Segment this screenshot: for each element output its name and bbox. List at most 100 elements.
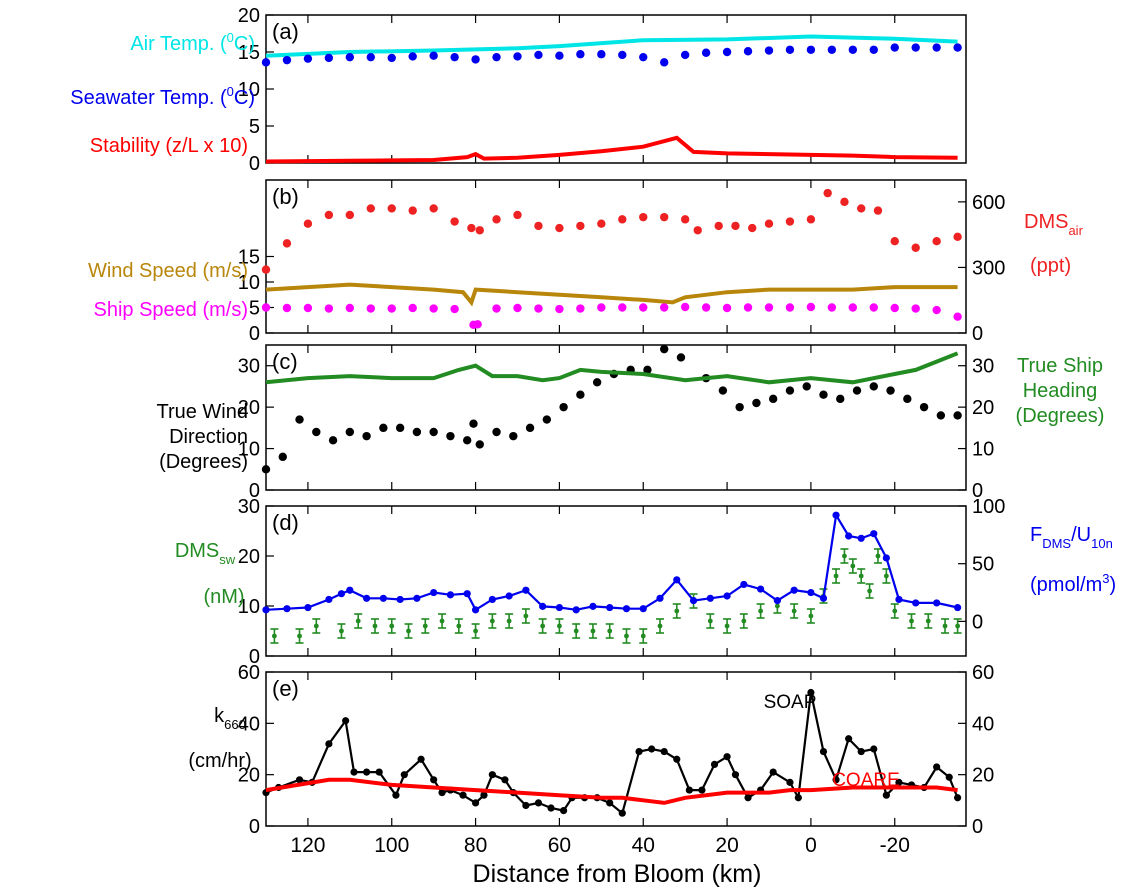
- series-f-dms-u-10n-pmol-m-3-point: [845, 532, 853, 540]
- series-soap-point: [685, 786, 693, 794]
- air-temp-label: Air Temp. (0C): [130, 30, 255, 55]
- series-soap-point: [534, 799, 543, 807]
- series-f-dms-u-10n-pmol-m-3-point: [304, 603, 312, 612]
- series-f-dms-u-10n-pmol-m-3-point: [325, 595, 333, 604]
- y2-tick-label: 40: [972, 713, 994, 735]
- series-ship-speed-m-s-point: [473, 320, 482, 329]
- series-f-dms-u-10n-pmol-m-3-point: [673, 576, 681, 584]
- series-true-wind-direction-degrees-point: [475, 440, 484, 449]
- series-soap-point: [870, 745, 878, 753]
- true-ship-label-1: True Ship: [1017, 355, 1103, 377]
- series-ship-speed-m-s-point: [680, 302, 690, 312]
- series-ship-speed-m-s-point: [911, 304, 920, 313]
- series-dms-air-ppt-point: [840, 197, 849, 207]
- series-dms-air-ppt-point: [806, 215, 816, 224]
- series-dms-sw-nm-point: [439, 618, 445, 624]
- series-seawater-temp-c-point: [890, 43, 899, 52]
- series-true-wind-direction-degrees-point: [261, 465, 271, 474]
- series-f-dms-u-10n-pmol-m-3-point: [639, 605, 647, 613]
- series-dms-air-ppt-point: [576, 221, 585, 231]
- series-dms-air-ppt-point: [748, 223, 757, 233]
- series-f-dms-u-10n-pmol-m-3-point: [832, 511, 840, 519]
- series-dms-air-ppt-point: [639, 212, 648, 222]
- y-tick-label: 0: [249, 646, 260, 668]
- series-seawater-temp-c-point: [932, 43, 941, 52]
- series-f-dms-u-10n-pmol-m-3-point: [505, 592, 513, 600]
- series-soap-point: [807, 688, 815, 697]
- series-dms-sw-nm-point: [867, 588, 872, 594]
- series-true-wind-direction-degrees-point: [412, 427, 422, 437]
- series-f-dms-u-10n-pmol-m-3-point: [522, 586, 530, 594]
- series-soap-point: [501, 776, 509, 784]
- series-soap-point: [480, 791, 488, 799]
- series-dms-sw-nm-point: [674, 608, 680, 614]
- y-tick-label: 5: [249, 298, 260, 320]
- series-true-wind-direction-degrees-point: [509, 431, 518, 441]
- series-soap-point: [857, 747, 865, 756]
- series-soap-point: [769, 768, 777, 776]
- series-ship-speed-m-s-point: [450, 304, 459, 314]
- series-dms-air-ppt-point: [680, 215, 690, 224]
- series-dms-sw-nm-point: [875, 553, 881, 559]
- series-dms-sw-nm-point: [339, 628, 344, 634]
- series-air-temp-c-line: [265, 34, 958, 58]
- series-true-wind-direction-degrees-point: [295, 415, 304, 424]
- series-dms-sw-nm-point: [473, 628, 478, 634]
- series-ship-speed-m-s-point: [639, 303, 648, 312]
- series-soap-point: [522, 801, 530, 810]
- y-tick-label: 30: [238, 496, 260, 518]
- series-f-dms-u-10n-pmol-m-3-point: [446, 591, 455, 599]
- series-soap-point: [392, 791, 400, 799]
- series-dms-sw-nm-point: [590, 628, 596, 634]
- y-tick-label: 0: [249, 816, 260, 838]
- series-ship-speed-m-s-point: [597, 303, 606, 312]
- series-dms-sw-nm-point: [858, 573, 864, 579]
- series-true-wind-direction-degrees-point: [469, 419, 478, 428]
- series-ship-speed-m-s-point: [345, 303, 355, 313]
- series-soap-point: [459, 791, 467, 799]
- series-true-wind-direction-degrees-point: [768, 394, 778, 404]
- series-true-wind-direction-degrees-point: [643, 365, 652, 375]
- y-tick-label: 15: [238, 247, 260, 269]
- series-dms-sw-nm-point: [724, 623, 730, 629]
- series-seawater-temp-c-point: [597, 50, 606, 59]
- series-f-dms-u-10n-pmol-m-3-point: [413, 594, 421, 602]
- series-true-wind-direction-degrees-point: [446, 431, 455, 441]
- series-true-wind-direction-degrees-point: [785, 386, 795, 395]
- series-dms-air-ppt-point: [345, 210, 355, 220]
- x-tick-label: 40: [632, 834, 655, 857]
- series-dms-sw-nm-point: [892, 608, 898, 614]
- series-ship-speed-m-s-point: [324, 304, 334, 313]
- y-tick-label: 10: [238, 439, 260, 461]
- true-wind-label-3: (Degrees): [159, 451, 248, 473]
- series-dms-sw-nm-point: [808, 613, 814, 619]
- series-dms-air-ppt-point: [387, 204, 396, 213]
- series-f-dms-u-10n-pmol-m-3-point: [723, 592, 731, 600]
- series-f-dms-u-10n-pmol-m-3-point: [572, 606, 580, 614]
- series-true-wind-direction-degrees-point: [869, 382, 878, 391]
- series-ship-speed-m-s-point: [869, 303, 878, 312]
- panel-label: (d): [272, 510, 299, 535]
- y2-tick-label: 100: [972, 496, 1005, 518]
- series-dms-sw-nm-point: [883, 573, 889, 579]
- true-wind-label-1: True Wind: [156, 401, 248, 423]
- x-tick-label: 20: [715, 834, 738, 857]
- series-dms-sw-nm-point: [355, 618, 361, 624]
- series-f-dms-u-10n-pmol-m-3-point: [870, 530, 878, 538]
- series-dms-sw-nm-point: [624, 633, 629, 639]
- series-soap-point: [488, 771, 496, 779]
- flux-unit: (pmol/m3): [1030, 571, 1116, 596]
- series-seawater-temp-c-point: [366, 52, 375, 62]
- series-ship-speed-m-s-point: [764, 303, 774, 312]
- series-soap-point: [819, 747, 828, 756]
- stability-label: Stability (z/L x 10): [90, 135, 248, 157]
- series-soap-point: [845, 735, 853, 743]
- series-true-wind-direction-degrees-point: [660, 344, 669, 354]
- x-tick-label: 100: [374, 834, 409, 857]
- series-seawater-temp-c-point: [680, 50, 690, 60]
- series-seawater-temp-c-point: [303, 54, 313, 63]
- y-tick-label: 10: [238, 596, 260, 618]
- series-dms-sw-nm-point: [791, 608, 797, 614]
- series-soap-point: [710, 760, 719, 769]
